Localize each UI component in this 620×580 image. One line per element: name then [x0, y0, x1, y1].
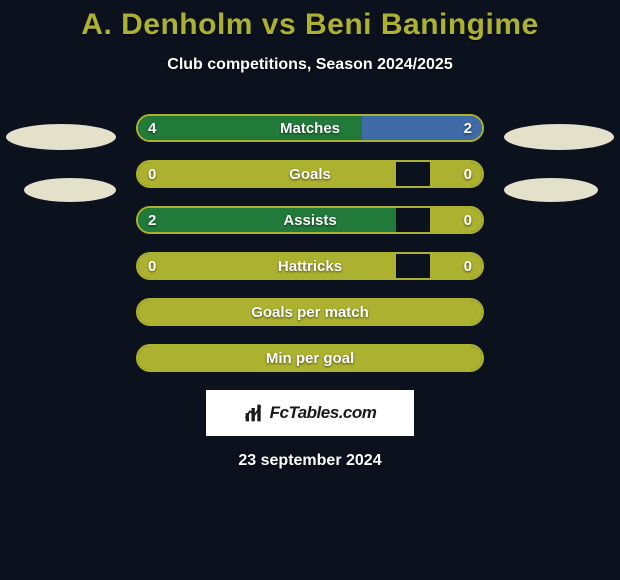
stat-bar: Hattricks0 0 [136, 252, 484, 280]
title-vs: vs [253, 8, 305, 41]
title-player-b: Beni Baningime [305, 8, 539, 41]
stat-value-right: 0 [454, 162, 482, 186]
fctables-logo: FcTables.com [206, 390, 414, 436]
stat-label: Goals per match [138, 304, 482, 321]
stat-bar: Assists2 0 [136, 206, 484, 234]
stat-value-right: 0 [454, 208, 482, 232]
comparison-bars: Matches42Goals00Assists20Hattricks00Goal… [0, 114, 620, 372]
stat-label: Goals [138, 166, 482, 183]
player-b-team-shadow-icon [504, 178, 598, 202]
stat-value-left: 4 [138, 116, 166, 140]
stat-value-right: 0 [454, 254, 482, 278]
player-b-shadow-icon [504, 124, 614, 150]
chart-icon [244, 403, 264, 423]
stat-value-left: 2 [138, 208, 166, 232]
stat-label: Hattricks [138, 258, 482, 275]
stat-value-left: 0 [138, 254, 166, 278]
logo-text: FcTables.com [270, 403, 377, 423]
stat-label: Matches [138, 120, 482, 137]
stat-value-right: 2 [454, 116, 482, 140]
subtitle: Club competitions, Season 2024/2025 [167, 56, 452, 74]
title-player-a: A. Denholm [81, 8, 253, 41]
player-a-shadow-icon [6, 124, 116, 150]
stat-label: Assists [138, 212, 482, 229]
stat-bar: Goals0 0 [136, 160, 484, 188]
footer-date: 23 september 2024 [238, 452, 381, 470]
stat-bar: Matches4 2 [136, 114, 484, 142]
stat-bar: Goals per match [136, 298, 484, 326]
stat-label: Min per goal [138, 350, 482, 367]
stat-bar: Min per goal [136, 344, 484, 372]
page-title: A. Denholm vs Beni Baningime [81, 8, 538, 42]
player-a-team-shadow-icon [24, 178, 116, 202]
stat-value-left: 0 [138, 162, 166, 186]
